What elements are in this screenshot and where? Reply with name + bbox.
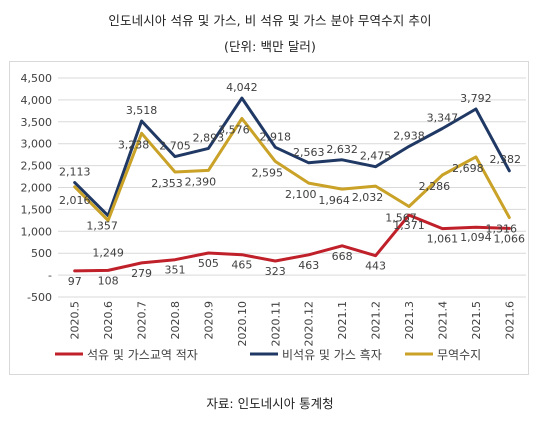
data-label: 1,316 — [486, 222, 518, 235]
data-label: 2,382 — [490, 153, 522, 166]
data-label: 1,061 — [427, 233, 459, 246]
y-tick-label: 2,000 — [21, 182, 53, 195]
series-line — [73, 213, 511, 273]
y-tick-label: 4,000 — [21, 94, 53, 107]
series-line — [73, 117, 511, 222]
legend-label: 비석유 및 가스 흑자 — [282, 348, 382, 362]
data-label: 2,475 — [360, 150, 392, 163]
x-tick-label: 2021.6 — [503, 301, 516, 340]
y-tick-label: 500 — [31, 247, 52, 260]
data-label: 1,357 — [86, 220, 118, 233]
x-tick-label: 2020.11 — [269, 301, 282, 347]
data-label: 108 — [98, 274, 119, 287]
y-tick-label: 3,000 — [21, 138, 53, 151]
x-tick-label: 2020.5 — [69, 301, 82, 340]
data-label: 443 — [365, 260, 386, 273]
chart-subtitle: (단위: 백만 달러) — [223, 39, 316, 54]
x-tick-label: 2020.9 — [202, 301, 215, 340]
y-tick-label: - — [48, 269, 52, 282]
data-label: 1,249 — [92, 246, 124, 259]
y-tick-label: 4,500 — [21, 72, 53, 85]
data-label: 97 — [68, 275, 82, 288]
data-label: 2,893 — [193, 131, 225, 144]
x-tick-label: 2020.10 — [236, 301, 249, 347]
x-tick-label: 2020.12 — [303, 301, 316, 347]
y-tick-label: -500 — [27, 291, 52, 304]
x-tick-label: 2020.6 — [102, 301, 115, 340]
y-tick-label: 1,500 — [21, 203, 53, 216]
x-tick-label: 2021.3 — [403, 301, 416, 340]
data-label: 2,032 — [352, 191, 384, 204]
data-label: 2,918 — [260, 130, 292, 143]
data-label: 351 — [165, 264, 186, 277]
y-tick-label: 1,000 — [21, 225, 53, 238]
data-label: 2,353 — [151, 177, 183, 190]
data-label: 2,705 — [159, 140, 191, 153]
data-label: 1,094 — [460, 231, 492, 244]
x-tick-label: 2021.1 — [336, 301, 349, 340]
y-tick-label: 3,500 — [21, 116, 53, 129]
data-label: 2,016 — [59, 194, 91, 207]
data-label: 2,698 — [452, 162, 484, 175]
series-line — [73, 96, 511, 218]
x-tick-label: 2021.2 — [370, 301, 383, 340]
x-tick-label: 2021.4 — [436, 301, 449, 340]
data-label: 3,238 — [118, 138, 150, 151]
data-label: 3,576 — [218, 123, 250, 136]
data-label: 2,390 — [185, 175, 217, 188]
legend-label: 석유 및 가스교역 적자 — [87, 348, 198, 362]
chart-title: 인도네시아 석유 및 가스, 비 석유 및 가스 분야 무역수지 추이 — [108, 13, 432, 28]
data-label: 2,113 — [59, 166, 91, 179]
y-tick-label: 2,500 — [21, 160, 53, 173]
legend-label: 무역수지 — [437, 348, 481, 362]
data-label: 2,938 — [393, 129, 425, 142]
data-label: 1,567 — [385, 211, 417, 224]
chart-frame — [9, 61, 529, 375]
x-tick-label: 2020.8 — [169, 301, 182, 340]
data-label: 3,518 — [126, 104, 158, 117]
source-note: 자료: 인도네시아 통계청 — [206, 396, 334, 411]
data-label: 2,100 — [285, 188, 317, 201]
data-label: 3,347 — [427, 112, 459, 125]
data-label: 279 — [131, 267, 152, 280]
data-label: 1,066 — [494, 232, 526, 245]
x-tick-label: 2021.5 — [470, 301, 483, 340]
data-label: 323 — [265, 265, 286, 278]
x-tick-label: 2020.7 — [136, 301, 149, 340]
data-label: 2,286 — [419, 180, 451, 193]
data-label: 1,371 — [393, 219, 425, 232]
data-label: 2,563 — [293, 146, 325, 159]
data-label: 2,632 — [326, 143, 358, 156]
data-label: 2,595 — [252, 166, 284, 179]
data-label: 505 — [198, 257, 219, 270]
data-label: 465 — [231, 259, 252, 272]
data-label: 3,792 — [460, 92, 492, 105]
data-label: 668 — [332, 250, 353, 263]
data-label: 463 — [298, 259, 319, 272]
data-label: 1,964 — [318, 194, 350, 207]
data-label: 4,042 — [226, 81, 258, 94]
